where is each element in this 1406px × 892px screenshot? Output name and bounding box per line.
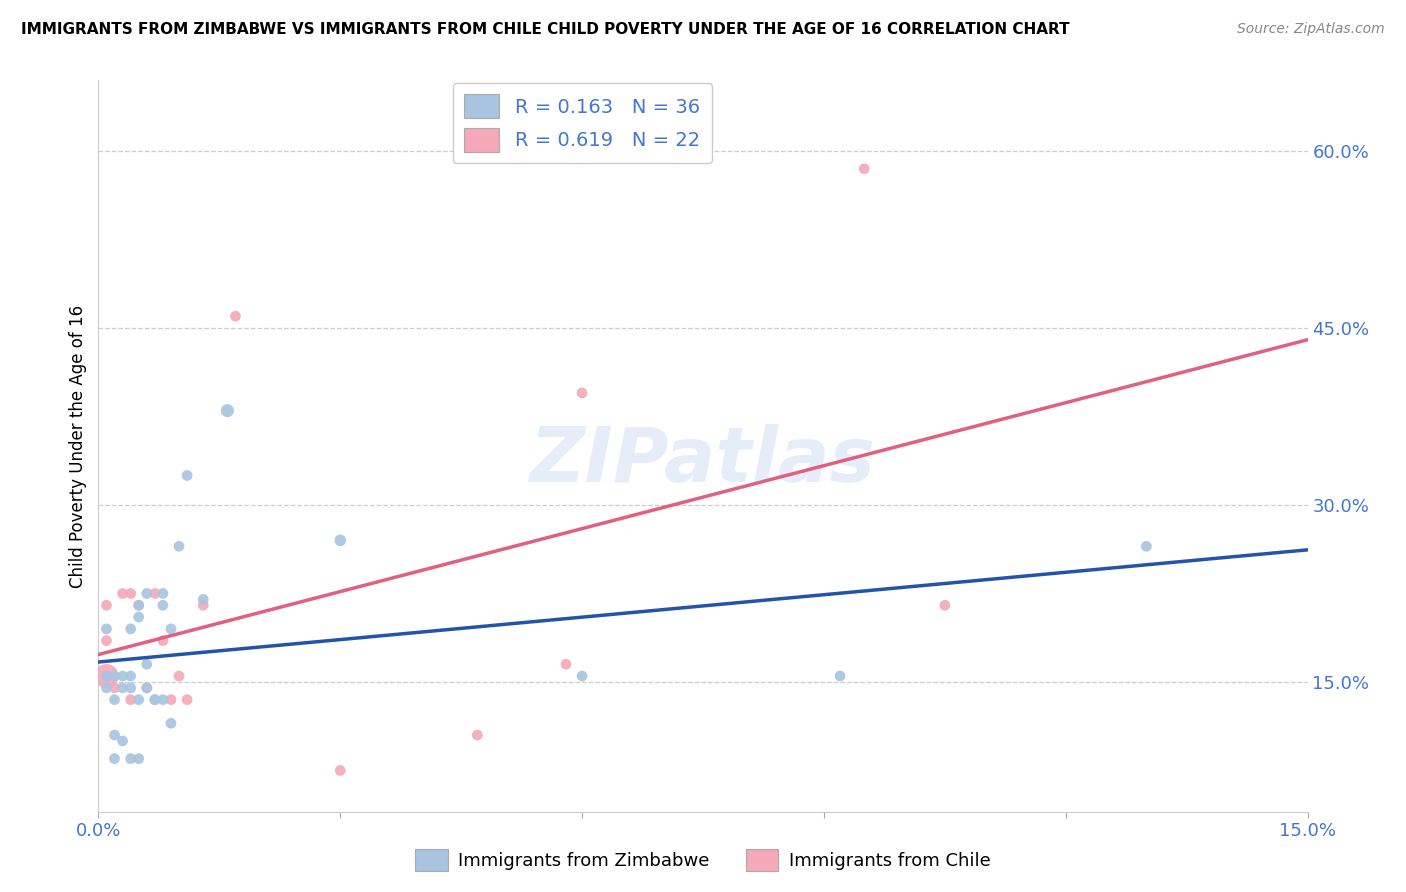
Point bbox=[111, 669, 134, 683]
Point bbox=[160, 622, 183, 636]
Point bbox=[143, 586, 166, 600]
Point bbox=[135, 681, 157, 695]
Point bbox=[329, 533, 352, 548]
Point bbox=[934, 599, 956, 613]
Point bbox=[828, 669, 851, 683]
Legend: Immigrants from Zimbabwe, Immigrants from Chile: Immigrants from Zimbabwe, Immigrants fro… bbox=[408, 842, 998, 879]
Point bbox=[193, 592, 215, 607]
Point bbox=[96, 681, 118, 695]
Text: Source: ZipAtlas.com: Source: ZipAtlas.com bbox=[1237, 22, 1385, 37]
Point bbox=[128, 610, 150, 624]
Point bbox=[329, 764, 352, 778]
Point bbox=[120, 692, 142, 706]
Point bbox=[128, 599, 150, 613]
Point bbox=[143, 692, 166, 706]
Point bbox=[135, 681, 157, 695]
Point bbox=[103, 692, 125, 706]
Point bbox=[167, 669, 190, 683]
Point bbox=[571, 385, 593, 400]
Point bbox=[111, 681, 134, 695]
Point bbox=[853, 161, 876, 176]
Point bbox=[152, 599, 174, 613]
Point bbox=[152, 586, 174, 600]
Point bbox=[135, 657, 157, 672]
Point bbox=[103, 751, 125, 765]
Point bbox=[135, 586, 157, 600]
Point bbox=[120, 669, 142, 683]
Point bbox=[465, 728, 488, 742]
Point bbox=[152, 633, 174, 648]
Point bbox=[103, 681, 125, 695]
Point bbox=[176, 692, 198, 706]
Point bbox=[103, 728, 125, 742]
Point bbox=[111, 734, 134, 748]
Point bbox=[120, 622, 142, 636]
Point bbox=[193, 599, 215, 613]
Point bbox=[96, 622, 118, 636]
Point bbox=[128, 751, 150, 765]
Y-axis label: Child Poverty Under the Age of 16: Child Poverty Under the Age of 16 bbox=[69, 304, 87, 588]
Point bbox=[103, 669, 125, 683]
Point bbox=[96, 599, 118, 613]
Point bbox=[96, 633, 118, 648]
Point bbox=[160, 716, 183, 731]
Point bbox=[1135, 539, 1157, 553]
Point bbox=[120, 586, 142, 600]
Point bbox=[217, 403, 239, 417]
Point bbox=[555, 657, 578, 672]
Point bbox=[120, 751, 142, 765]
Point bbox=[160, 692, 183, 706]
Point bbox=[128, 599, 150, 613]
Point bbox=[143, 692, 166, 706]
Point bbox=[120, 681, 142, 695]
Point bbox=[152, 692, 174, 706]
Point bbox=[96, 669, 118, 683]
Point bbox=[176, 468, 198, 483]
Point bbox=[111, 586, 134, 600]
Point bbox=[167, 539, 190, 553]
Point bbox=[224, 310, 246, 324]
Legend: R = 0.163   N = 36, R = 0.619   N = 22: R = 0.163 N = 36, R = 0.619 N = 22 bbox=[453, 83, 711, 163]
Point bbox=[96, 669, 118, 683]
Text: ZIPatlas: ZIPatlas bbox=[530, 424, 876, 498]
Point bbox=[571, 669, 593, 683]
Text: IMMIGRANTS FROM ZIMBABWE VS IMMIGRANTS FROM CHILE CHILD POVERTY UNDER THE AGE OF: IMMIGRANTS FROM ZIMBABWE VS IMMIGRANTS F… bbox=[21, 22, 1070, 37]
Point bbox=[128, 692, 150, 706]
